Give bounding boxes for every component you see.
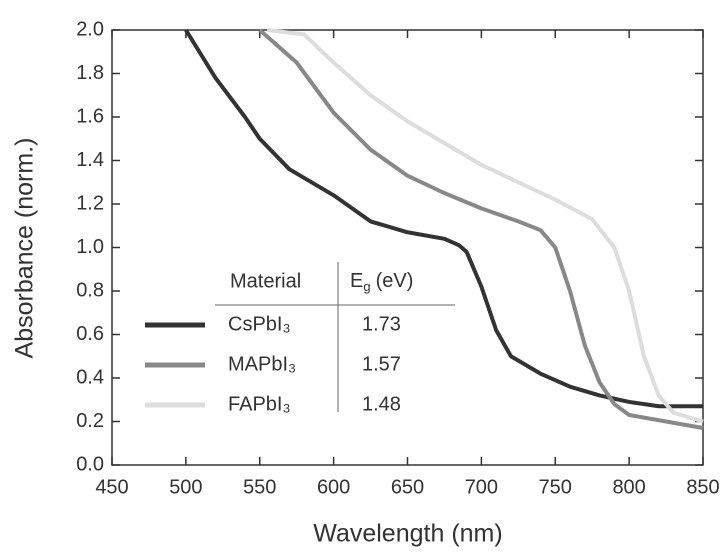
x-tick-label: 550 [243, 476, 276, 498]
y-tick-label: 0.2 [76, 410, 104, 432]
x-tick-label: 650 [391, 476, 424, 498]
y-tick-label: 1.8 [76, 62, 104, 84]
y-tick-label: 2.0 [76, 18, 104, 40]
legend-value: 1.73 [362, 313, 401, 335]
x-tick-label: 850 [686, 476, 719, 498]
legend-value: 1.48 [362, 393, 401, 415]
y-tick-label: 0.0 [76, 453, 104, 475]
y-tick-label: 1.0 [76, 236, 104, 258]
x-tick-label: 600 [317, 476, 350, 498]
data-line [266, 28, 704, 424]
y-tick-label: 1.4 [76, 149, 104, 171]
data-line [258, 28, 704, 430]
legend-header: Material [230, 270, 301, 292]
x-axis-title: Wavelength (nm) [313, 520, 502, 548]
y-tick-label: 1.6 [76, 105, 104, 127]
legend-header: Eg (eV) [350, 270, 413, 294]
y-tick-label: 0.4 [76, 366, 104, 388]
y-tick-label: 0.6 [76, 323, 104, 345]
y-tick-label: 0.8 [76, 279, 104, 301]
x-tick-label: 750 [539, 476, 572, 498]
x-tick-label: 500 [169, 476, 202, 498]
data-line [184, 28, 703, 409]
legend-label: FAPbI₃ [228, 393, 291, 415]
legend-value: 1.57 [362, 353, 401, 375]
x-tick-label: 700 [465, 476, 498, 498]
legend-label: MAPbI₃ [228, 353, 296, 375]
y-axis-title: Absorbance (norm.) [11, 138, 39, 359]
legend-label: CsPbI₃ [228, 313, 291, 335]
x-tick-label: 800 [612, 476, 645, 498]
x-tick-label: 450 [95, 476, 128, 498]
y-tick-label: 1.2 [76, 192, 104, 214]
